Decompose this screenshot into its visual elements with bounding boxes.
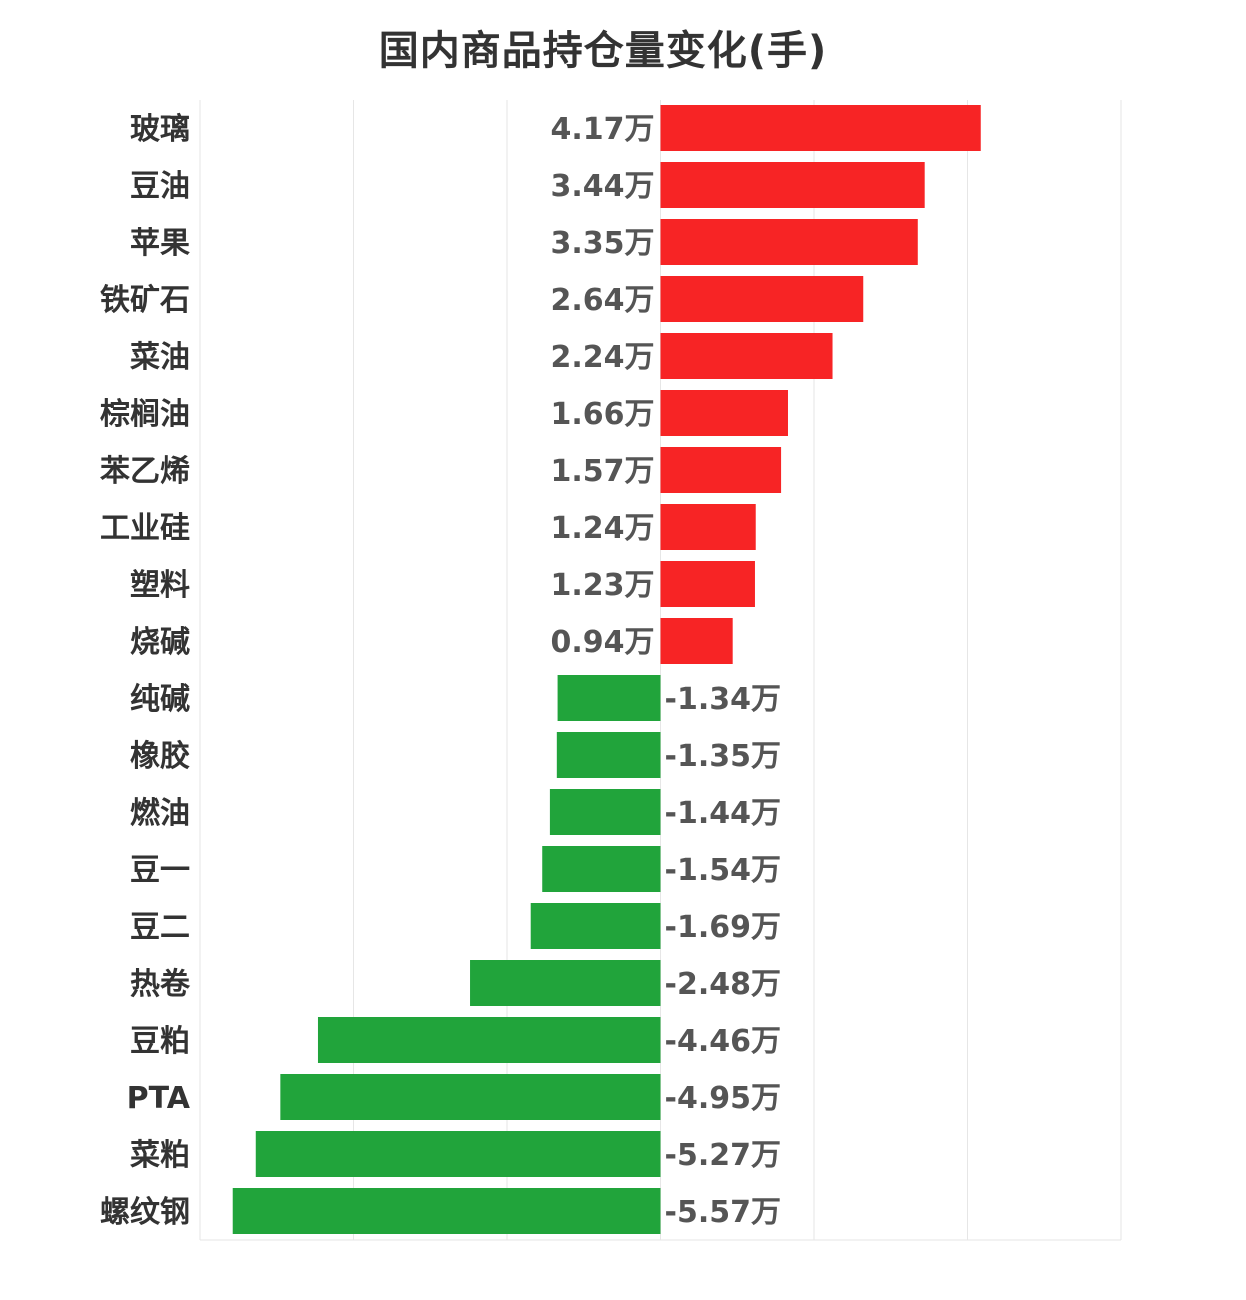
value-label: -5.27万 — [665, 1138, 781, 1173]
category-label: 烧碱 — [130, 625, 190, 660]
category-label: 苹果 — [130, 226, 190, 261]
value-label: 1.23万 — [550, 568, 654, 603]
category-label: 橡胶 — [130, 739, 190, 774]
category-label: 豆二 — [130, 910, 190, 945]
value-label: -2.48万 — [665, 967, 781, 1002]
value-label: -1.34万 — [665, 682, 781, 717]
category-label: 工业硅 — [100, 511, 190, 546]
category-label: 苯乙烯 — [100, 454, 190, 489]
value-label: 4.17万 — [550, 112, 654, 147]
bar — [530, 903, 661, 949]
value-label: -4.95万 — [665, 1081, 781, 1116]
bar — [660, 618, 733, 664]
value-label: 2.64万 — [550, 283, 654, 318]
bar — [660, 105, 981, 151]
value-label: -5.57万 — [665, 1195, 781, 1230]
value-label: 1.24万 — [550, 511, 654, 546]
category-label: 棕榈油 — [100, 397, 190, 432]
category-label: 纯碱 — [130, 682, 190, 717]
bar — [232, 1188, 661, 1234]
category-label: 铁矿石 — [100, 283, 190, 318]
bars — [232, 105, 981, 1234]
bar — [556, 732, 661, 778]
value-label: -1.69万 — [665, 910, 781, 945]
value-label: -4.46万 — [665, 1024, 781, 1059]
bar — [280, 1074, 661, 1120]
category-label: 菜粕 — [130, 1138, 190, 1173]
category-label: 菜油 — [130, 340, 190, 375]
bar — [557, 675, 661, 721]
bar — [542, 846, 661, 892]
value-label: 3.35万 — [550, 226, 654, 261]
category-label: 玻璃 — [130, 112, 190, 147]
category-label: 豆油 — [130, 169, 190, 204]
value-label: 1.66万 — [550, 397, 654, 432]
category-label: 豆粕 — [130, 1024, 190, 1059]
value-label: 3.44万 — [550, 169, 654, 204]
category-label: 燃油 — [130, 796, 190, 831]
category-label: PTA — [127, 1081, 191, 1116]
value-label: 2.24万 — [550, 340, 654, 375]
value-label: -1.35万 — [665, 739, 781, 774]
bar — [660, 504, 756, 550]
bar — [549, 789, 661, 835]
grid-lines — [199, 100, 1122, 1241]
bar — [317, 1017, 661, 1063]
bar — [660, 219, 918, 265]
bar — [660, 561, 755, 607]
category-label: 热卷 — [130, 967, 191, 1002]
bar — [660, 447, 782, 493]
value-label: 1.57万 — [550, 454, 654, 489]
value-label: -1.44万 — [665, 796, 781, 831]
bar — [660, 390, 788, 436]
category-label: 塑料 — [130, 568, 190, 603]
bar — [255, 1131, 661, 1177]
bar — [470, 960, 661, 1006]
bar — [660, 276, 864, 322]
category-label: 螺纹钢 — [100, 1195, 190, 1230]
value-label: -1.54万 — [665, 853, 781, 888]
chart-title: 国内商品持仓量变化(手) — [378, 28, 828, 74]
category-label: 豆一 — [130, 853, 190, 888]
bar — [660, 162, 925, 208]
bar — [660, 333, 833, 379]
value-label: 0.94万 — [550, 625, 654, 660]
